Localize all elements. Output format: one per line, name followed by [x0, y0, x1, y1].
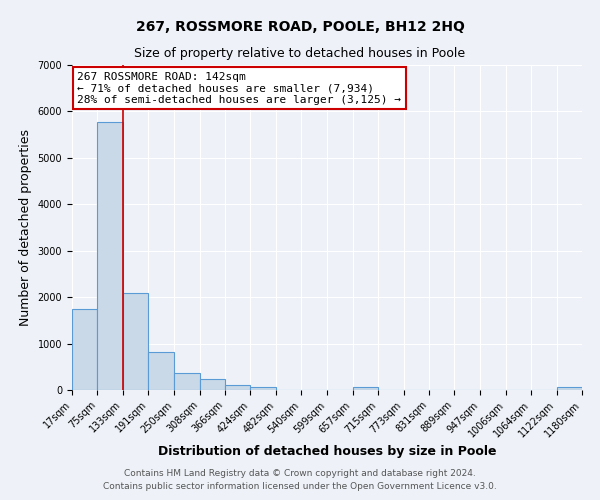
Text: 267 ROSSMORE ROAD: 142sqm
← 71% of detached houses are smaller (7,934)
28% of se: 267 ROSSMORE ROAD: 142sqm ← 71% of detac… — [77, 72, 401, 104]
Y-axis label: Number of detached properties: Number of detached properties — [19, 129, 32, 326]
Text: Contains public sector information licensed under the Open Government Licence v3: Contains public sector information licen… — [103, 482, 497, 491]
Bar — [353, 387, 378, 390]
Bar — [72, 308, 97, 390]
Bar — [250, 387, 276, 390]
Bar — [148, 352, 174, 390]
X-axis label: Distribution of detached houses by size in Poole: Distribution of detached houses by size … — [158, 444, 496, 458]
Text: 267, ROSSMORE ROAD, POOLE, BH12 2HQ: 267, ROSSMORE ROAD, POOLE, BH12 2HQ — [136, 20, 464, 34]
Bar — [97, 122, 123, 390]
Bar — [225, 384, 250, 390]
Bar — [123, 294, 148, 390]
Bar — [174, 373, 200, 390]
Bar — [557, 387, 582, 390]
Text: Size of property relative to detached houses in Poole: Size of property relative to detached ho… — [134, 48, 466, 60]
Text: Contains HM Land Registry data © Crown copyright and database right 2024.: Contains HM Land Registry data © Crown c… — [124, 468, 476, 477]
Bar — [200, 380, 225, 390]
